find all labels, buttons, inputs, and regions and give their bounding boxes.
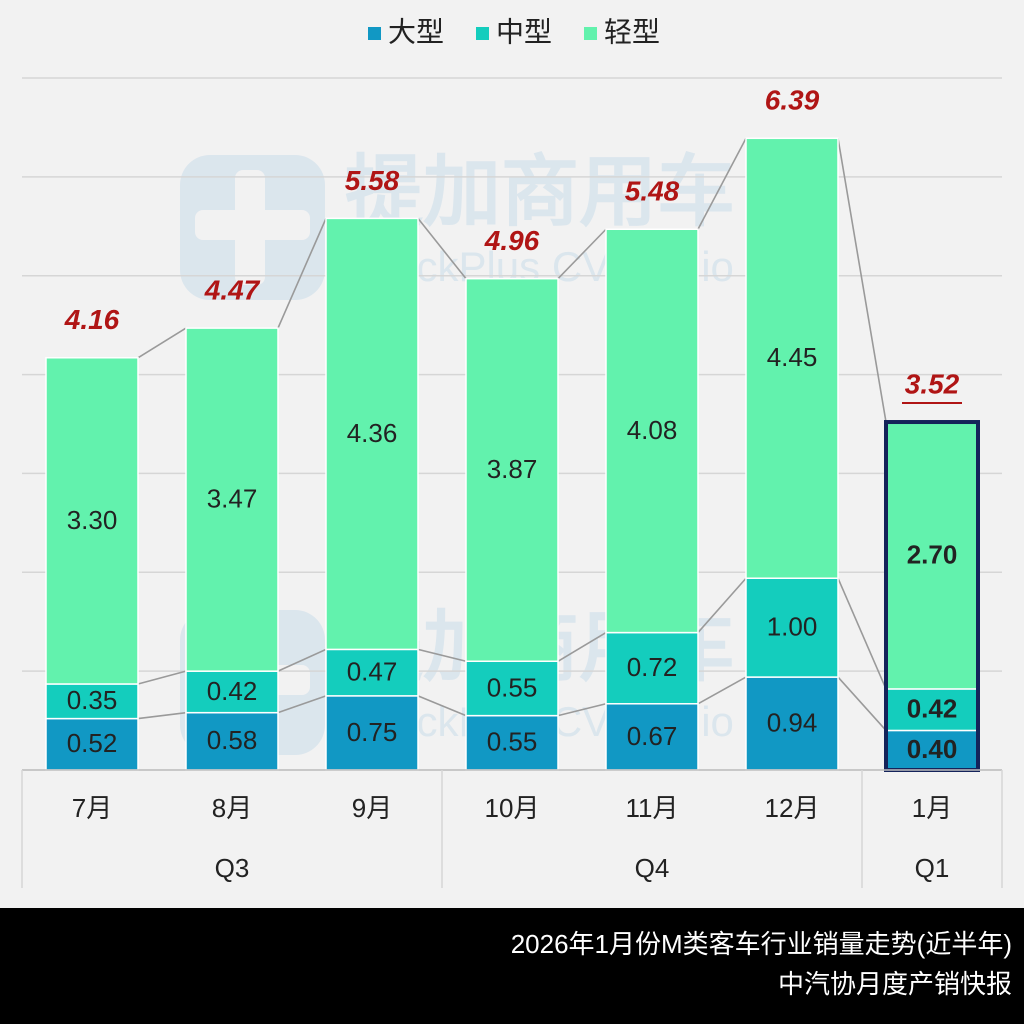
value-label: 0.42 [207, 676, 258, 706]
connector [137, 327, 187, 359]
legend-label: 中型 [496, 16, 552, 47]
bar-segment [185, 670, 279, 714]
value-label: 3.87 [487, 454, 538, 484]
connector [417, 695, 467, 717]
bar-segment [745, 577, 839, 678]
legend-swatch [584, 27, 597, 40]
total-label: 4.96 [484, 225, 540, 256]
value-label: 0.55 [487, 727, 538, 757]
value-label: 0.67 [627, 721, 678, 751]
legend-swatch [368, 27, 381, 40]
value-label: 0.35 [67, 685, 118, 715]
total-label: 4.16 [64, 304, 120, 335]
bar-segment [465, 277, 559, 663]
connector [697, 137, 747, 230]
group-label: Q4 [635, 853, 670, 883]
connector [697, 676, 747, 705]
value-label: 0.55 [487, 672, 538, 702]
connector [277, 695, 327, 714]
value-label: 0.52 [67, 728, 118, 758]
footer-subtitle: 中汽协月度产销快报 [778, 969, 1012, 999]
bar-segment [605, 703, 699, 771]
legend-swatch [476, 27, 489, 40]
value-label: 4.08 [627, 415, 678, 445]
watermark-logo [180, 155, 325, 300]
connector [277, 648, 327, 672]
connector [137, 670, 187, 685]
bar-segment [325, 648, 419, 697]
x-tick-label: 8月 [212, 793, 252, 823]
total-label: 4.47 [204, 274, 261, 305]
connector [417, 648, 467, 663]
x-tick-label: 1月 [912, 793, 952, 823]
connector [837, 138, 887, 423]
total-label: 5.58 [345, 165, 400, 196]
bar-segment [885, 688, 979, 732]
legend-label: 大型 [388, 16, 444, 47]
total-label: 6.39 [765, 85, 820, 116]
connector [557, 228, 607, 280]
total-label: 5.48 [625, 176, 680, 207]
bar-segment [605, 228, 699, 634]
connector [557, 702, 607, 717]
bar-segment [325, 695, 419, 771]
x-tick-label: 10月 [485, 793, 540, 823]
value-label: 0.47 [347, 657, 398, 687]
connector [277, 218, 327, 329]
connector [837, 577, 887, 690]
bar-segment [745, 676, 839, 771]
group-label: Q3 [215, 853, 250, 883]
x-tick-label: 9月 [352, 793, 392, 823]
value-label: 0.75 [347, 717, 398, 747]
x-tick-label: 12月 [765, 793, 820, 823]
value-label: 0.42 [907, 694, 958, 724]
value-label: 3.47 [207, 484, 258, 514]
connector [137, 711, 187, 720]
bar-segment [465, 714, 559, 771]
value-label: 0.72 [627, 652, 678, 682]
value-label: 2.70 [907, 539, 958, 569]
x-tick-label: 11月 [626, 793, 679, 823]
group-label: Q1 [915, 853, 950, 883]
bar-segment [605, 631, 699, 705]
connector [557, 631, 607, 662]
bar-segment [325, 217, 419, 651]
connector [417, 217, 467, 280]
bar-segment [45, 357, 139, 685]
value-label: 4.45 [767, 342, 818, 372]
footer-band [0, 908, 1024, 1024]
footer-title: 2026年1月份M类客车行业销量走势(近半年) [511, 929, 1012, 959]
legend: 大型 中型 轻型 [368, 16, 660, 47]
value-label: 0.58 [207, 725, 258, 755]
bar-segment [45, 683, 139, 720]
total-label: 3.52 [905, 368, 960, 399]
value-label: 0.40 [907, 734, 958, 764]
value-label: 4.36 [347, 418, 398, 448]
x-tick-label: 7月 [72, 793, 112, 823]
connector [697, 577, 747, 634]
value-label: 1.00 [767, 612, 818, 642]
connector [837, 676, 887, 731]
value-label: 3.30 [67, 505, 118, 535]
legend-label: 轻型 [604, 16, 660, 47]
value-label: 0.94 [767, 707, 818, 737]
bar-segment [745, 137, 839, 579]
bar-segment [185, 327, 279, 672]
bar-segment [45, 717, 139, 771]
